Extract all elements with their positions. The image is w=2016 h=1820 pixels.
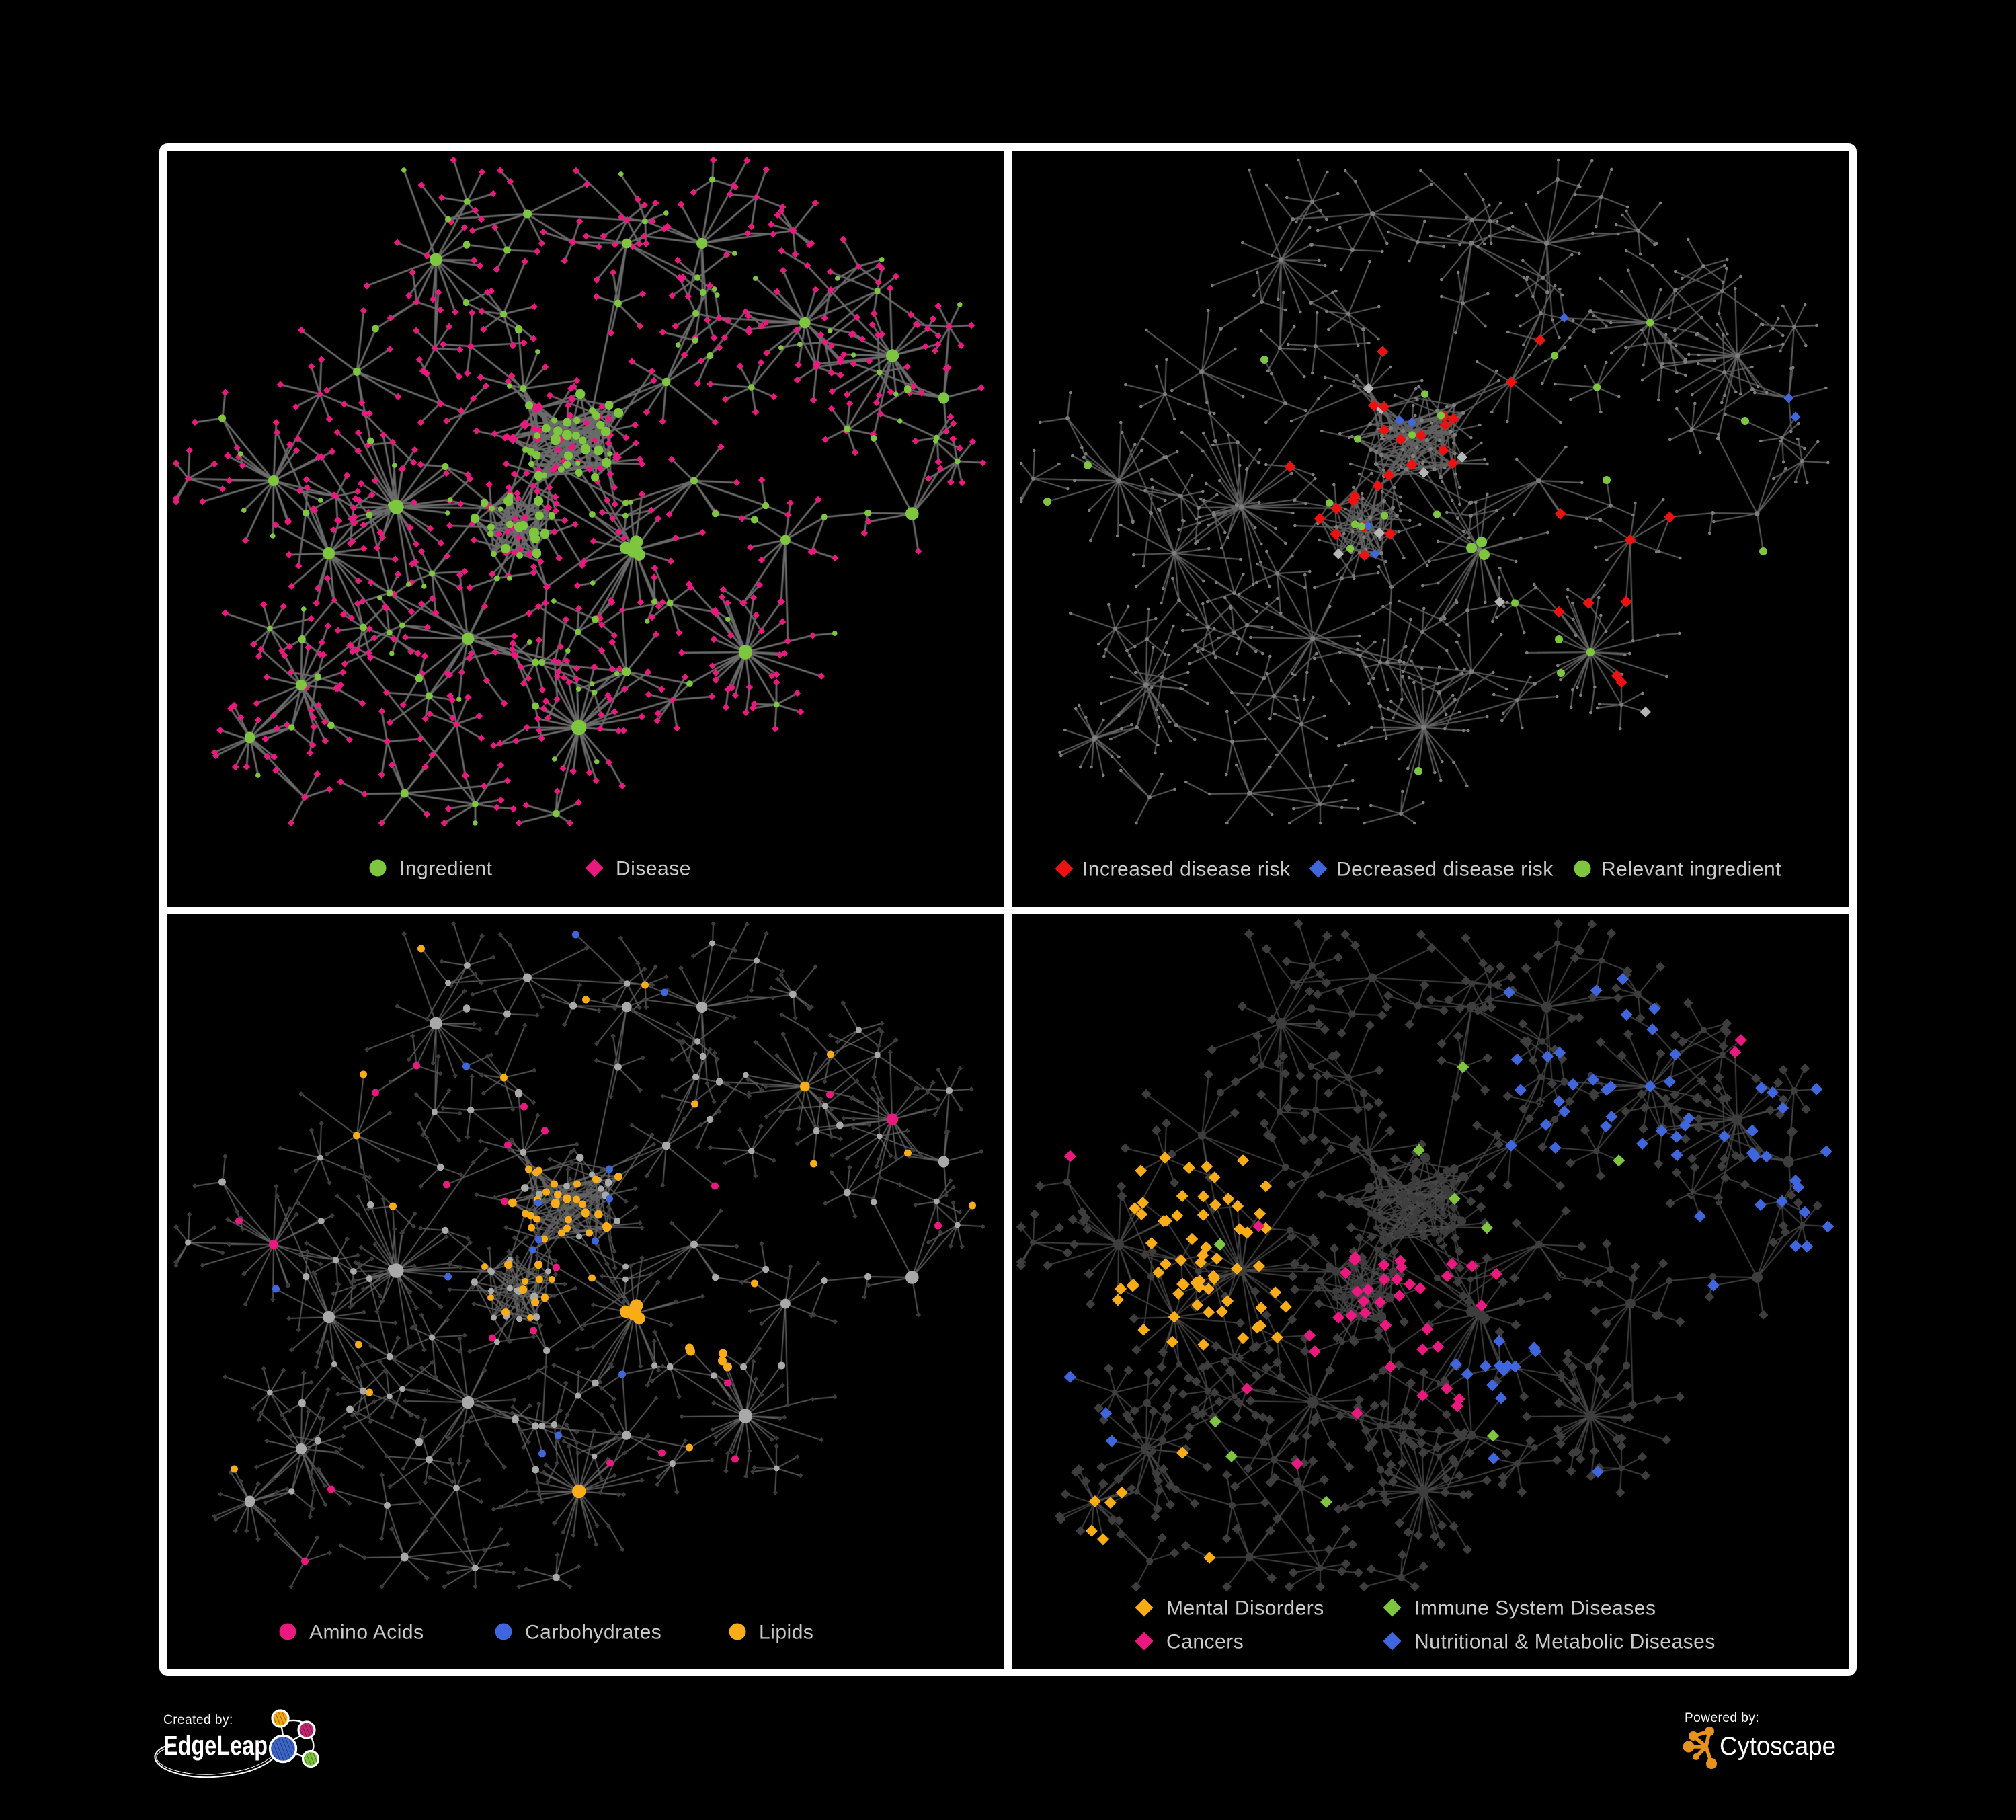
svg-text:Lipids: Lipids [759, 1622, 813, 1644]
svg-text:Cancers: Cancers [1166, 1631, 1244, 1653]
svg-text:Cytoscape: Cytoscape [1720, 1732, 1836, 1761]
svg-text:Amino Acids: Amino Acids [309, 1622, 424, 1644]
svg-text:Powered by:: Powered by: [1685, 1711, 1759, 1725]
svg-text:Immune System Diseases: Immune System Diseases [1414, 1597, 1656, 1620]
svg-text:EdgeLeap: EdgeLeap [163, 1730, 268, 1761]
svg-text:Disease: Disease [616, 858, 691, 880]
svg-text:Nutritional & Metabolic Diseas: Nutritional & Metabolic Diseases [1414, 1631, 1716, 1653]
svg-text:Decreased disease risk: Decreased disease risk [1336, 859, 1554, 881]
svg-text:Carbohydrates: Carbohydrates [525, 1622, 661, 1644]
svg-text:Created by:: Created by: [163, 1713, 233, 1727]
svg-text:Ingredient: Ingredient [399, 858, 493, 880]
svg-text:Relevant ingredient: Relevant ingredient [1601, 859, 1781, 881]
svg-text:Increased disease risk: Increased disease risk [1082, 859, 1291, 881]
svg-text:Mental Disorders: Mental Disorders [1166, 1597, 1324, 1620]
